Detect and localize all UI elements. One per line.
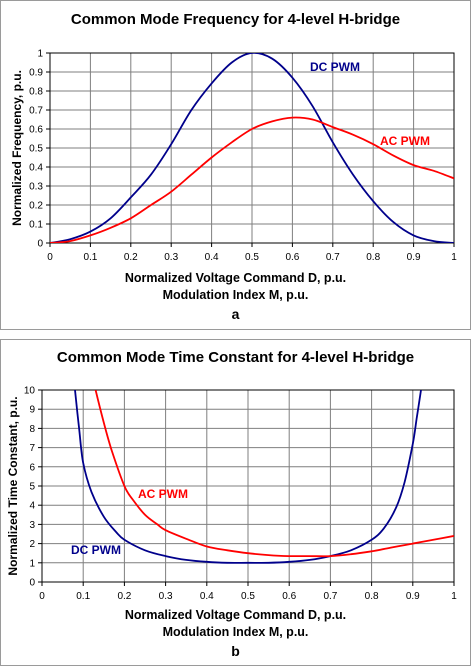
x-tick-label: 0.4	[200, 591, 214, 602]
chart-title: Common Mode Time Constant for 4-level H-…	[56, 349, 415, 366]
y-tick-label: 7	[29, 443, 35, 454]
x-tick-label: 0.1	[76, 591, 90, 602]
panel-label: a	[231, 306, 240, 322]
y-tick-label: 10	[24, 386, 36, 397]
x-tick-label: 0.6	[285, 252, 299, 263]
y-tick-label: 0.4	[29, 163, 43, 174]
y-tick-label: 3	[29, 520, 35, 531]
y-tick-label: 0	[37, 239, 43, 250]
x-tick-label: 0.8	[366, 252, 380, 263]
y-tick-label: 0	[29, 578, 35, 589]
y-tick-label: 0.7	[29, 106, 43, 117]
x-axis-label-secondary: Modulation Index M, p.u.	[162, 288, 309, 302]
x-tick-label: 0.6	[282, 591, 296, 602]
x-tick-label: 0.5	[241, 591, 255, 602]
series-line-dc-pwm	[74, 390, 422, 564]
x-tick-label: 0	[47, 252, 53, 263]
x-tick-label: 0.2	[124, 252, 138, 263]
x-tick-label: 0.4	[205, 252, 219, 263]
x-axis-label: Normalized Voltage Command D, p.u.	[124, 271, 347, 285]
x-tick-label: 1	[451, 591, 457, 602]
y-tick-label: 0.6	[29, 125, 43, 136]
y-tick-label: 1	[29, 558, 35, 569]
chart-panel-a: Common Mode Frequency for 4-level H-brid…	[0, 0, 471, 330]
x-axis-label-secondary: Modulation Index M, p.u.	[162, 625, 309, 639]
x-tick-label: 0.5	[245, 252, 259, 263]
y-tick-label: 0.8	[29, 87, 43, 98]
series-label-dc-pwm: DC PWM	[71, 543, 121, 557]
x-tick-label: 0.2	[117, 591, 131, 602]
x-tick-label: 0.9	[407, 252, 421, 263]
x-tick-label: 0.7	[326, 252, 340, 263]
y-axis-label: Normalized Frequency, p.u.	[10, 70, 24, 226]
y-tick-label: 0.9	[29, 68, 43, 79]
chart-panel-b: Common Mode Time Constant for 4-level H-…	[0, 339, 471, 666]
y-tick-label: 8	[29, 424, 35, 435]
chart-a: 0 0.1 0.2 0.3 0.4 0.5 0.6 0.7 0.8 0.9 1 0 0.1 0.2 0.3 0…	[10, 49, 457, 264]
y-tick-label: 1	[37, 49, 43, 60]
x-tick-label: 0.8	[365, 591, 379, 602]
series-line-ac-pwm	[94, 390, 454, 558]
panel-label: b	[231, 643, 240, 659]
x-tick-label: 0.1	[83, 252, 97, 263]
series-label-ac-pwm: AC PWM	[380, 134, 430, 148]
y-tick-label: 0.1	[29, 220, 43, 231]
y-tick-label: 9	[29, 405, 35, 416]
chart-title: Common Mode Frequency for 4-level H-brid…	[70, 11, 401, 28]
series-line-dc-pwm	[50, 53, 454, 243]
y-tick-label: 6	[29, 462, 35, 473]
chart-b: 0 0.1 0.2 0.3 0.4 0.5 0.6 0.7 0.8 0.9 101234567891…	[6, 386, 457, 603]
x-tick-label: 0	[39, 591, 45, 602]
x-tick-label: 0.3	[159, 591, 173, 602]
y-tick-label: 4	[29, 501, 35, 512]
y-tick-label: 0.5	[29, 144, 43, 155]
x-axis-label: Normalized Voltage Command D, p.u.	[124, 608, 347, 622]
series-label-ac-pwm: AC PWM	[138, 487, 188, 501]
x-tick-label: 0.7	[323, 591, 337, 602]
y-tick-label: 5	[29, 482, 35, 493]
y-axis-label: Normalized Time Constant, p.u.	[6, 396, 20, 575]
series-line-ac-pwm	[50, 116, 454, 243]
x-tick-label: 0.3	[164, 252, 178, 263]
y-tick-label: 0.2	[29, 201, 43, 212]
series-label-dc-pwm: DC PWM	[310, 60, 360, 74]
x-tick-label: 1	[451, 252, 457, 263]
x-tick-label: 0.9	[406, 591, 420, 602]
y-tick-label: 0.3	[29, 182, 43, 193]
y-tick-label: 2	[29, 539, 35, 550]
